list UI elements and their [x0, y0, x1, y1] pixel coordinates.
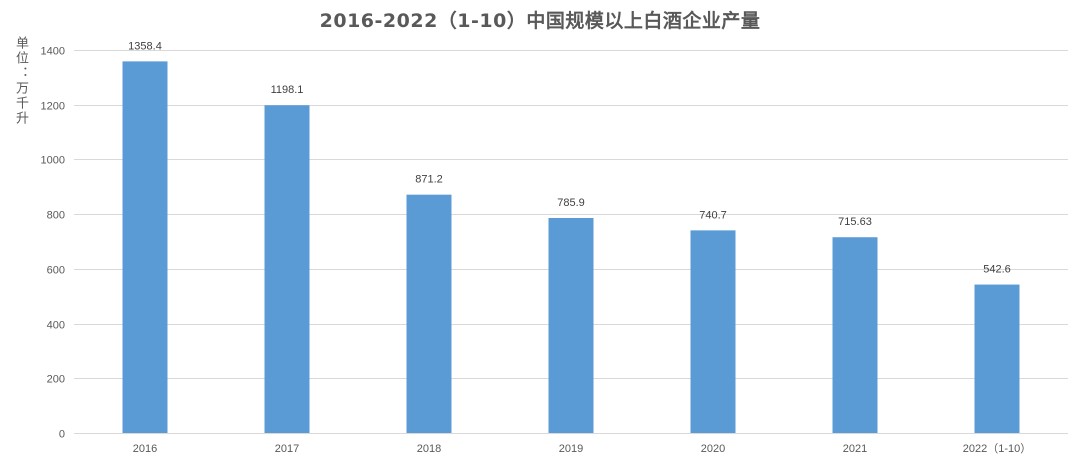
data-label: 740.7 [699, 209, 727, 221]
y-tick-label: 400 [47, 320, 65, 332]
data-label: 542.6 [983, 264, 1011, 276]
y-tick-label: 1000 [41, 155, 65, 167]
y-tick-label: 600 [47, 265, 65, 277]
x-axis-ticks: 2016 2017 2018 2019 2020 2021 2022（1-10） [133, 442, 1031, 455]
data-labels: 1358.4 1198.1 871.2 785.9 740.7 715.63 542.6 [128, 40, 1011, 275]
data-label: 715.63 [838, 216, 872, 228]
data-label: 1358.4 [128, 40, 162, 52]
x-tick-label: 2022（1-10） [963, 442, 1032, 455]
data-label: 1198.1 [271, 84, 304, 96]
chart-title: 2016-2022（1-10）中国规模以上白酒企业产量 [319, 10, 761, 32]
bar-6 [832, 237, 878, 433]
x-tick-label: 2021 [843, 443, 867, 455]
gridlines [74, 50, 1068, 434]
y-tick-label: 1400 [41, 46, 65, 58]
y-tick-label: 200 [47, 374, 65, 386]
x-tick-label: 2019 [559, 443, 583, 455]
bar-1 [122, 61, 168, 433]
bars [122, 61, 1020, 433]
bar-2 [264, 105, 310, 433]
data-label: 785.9 [557, 197, 585, 209]
y-tick-label: 0 [59, 429, 65, 441]
data-label: 871.2 [415, 174, 443, 186]
x-tick-label: 2016 [133, 443, 157, 455]
bar-3 [406, 194, 452, 433]
y-tick-label: 1200 [41, 101, 65, 113]
y-axis-unit-label: 单位：万千升 [13, 36, 28, 126]
y-axis-ticks: 0 200 400 600 800 1000 1200 1400 [41, 46, 65, 441]
bar-4 [548, 218, 594, 433]
y-tick-label: 800 [47, 210, 65, 222]
bar-5 [690, 230, 736, 433]
x-tick-label: 2017 [275, 443, 299, 455]
x-tick-label: 2018 [417, 443, 441, 455]
bar-7 [974, 284, 1020, 433]
x-tick-label: 2020 [701, 443, 725, 455]
